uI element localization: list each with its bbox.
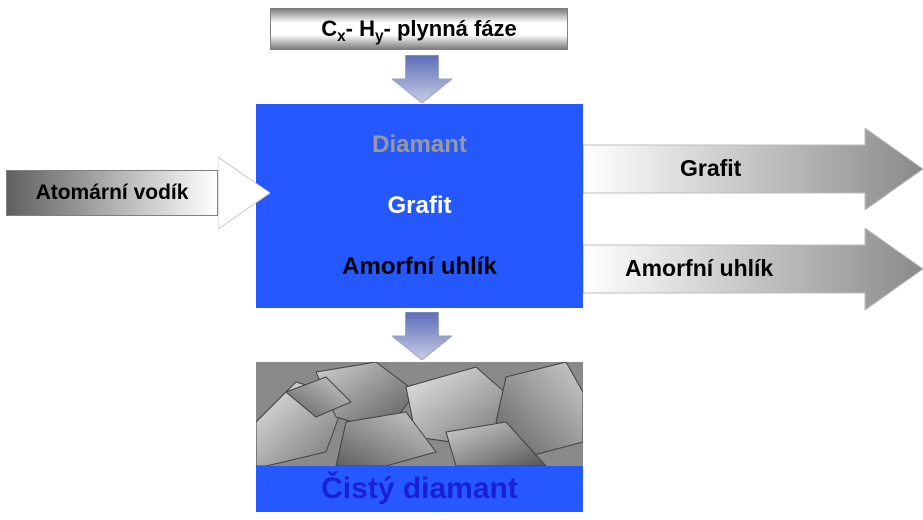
x-subscript: x bbox=[337, 28, 346, 46]
graphite-out-label: Grafit bbox=[680, 155, 741, 182]
diamond-crystal-image bbox=[256, 362, 583, 466]
graphite-label: Grafit bbox=[387, 192, 451, 220]
c-symbol: C bbox=[321, 16, 337, 42]
left-arrow-head bbox=[218, 157, 270, 229]
process-box: Diamant Grafit Amorfní uhlík bbox=[256, 104, 583, 308]
top-bar-label: C x - H y - plynná fáze bbox=[321, 16, 517, 42]
crystal-svg bbox=[256, 362, 583, 466]
amorphous-carbon-label: Amorfní uhlík bbox=[342, 253, 497, 281]
pure-diamond-label: Čistý diamant bbox=[256, 466, 583, 512]
right-arrow-graphite bbox=[583, 128, 923, 210]
amorphous-out-label: Amorfní uhlík bbox=[625, 255, 773, 282]
left-label-text: Atomární vodík bbox=[36, 181, 189, 205]
sep-h: - H bbox=[346, 16, 375, 42]
diamond-label: Diamant bbox=[372, 131, 467, 159]
down-arrow-top bbox=[392, 55, 452, 103]
y-subscript: y bbox=[375, 28, 384, 46]
atomic-hydrogen-label: Atomární vodík bbox=[6, 170, 218, 216]
down-arrow-mid bbox=[392, 312, 452, 360]
pure-diamond-box: Čistý diamant bbox=[256, 362, 583, 512]
rest-label: - plynná fáze bbox=[384, 16, 517, 42]
top-gas-phase-bar: C x - H y - plynná fáze bbox=[270, 8, 568, 50]
